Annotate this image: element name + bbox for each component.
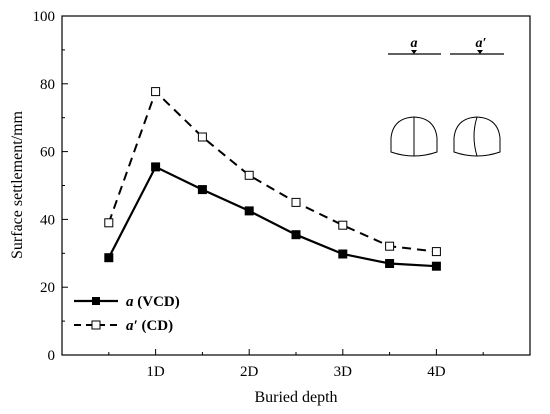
tunnel-section-vcd: [390, 116, 438, 157]
y-tick-label: 0: [48, 348, 56, 364]
monitoring-label-a: a: [411, 36, 418, 51]
y-tick-label: 80: [40, 77, 55, 93]
x-tick-label: 4D: [427, 364, 446, 380]
legend-marker-vcd: [92, 297, 100, 305]
series-layer: [104, 87, 441, 271]
legend: a (VCD) a′ (CD): [74, 294, 180, 334]
data-point-vcd: [104, 253, 114, 263]
data-point-cd: [151, 87, 161, 97]
data-point-vcd: [385, 259, 395, 268]
data-point-cd: [385, 241, 395, 251]
legend-item-cd: a′ (CD): [74, 318, 173, 334]
x-axis: 1D 2D 3D 4D: [108, 349, 484, 380]
y-axis-label: Surface settlement/mm: [9, 110, 26, 259]
data-point-vcd: [244, 206, 254, 216]
y-tick-label: 40: [40, 212, 55, 228]
x-axis-label: Buried depth: [254, 389, 337, 406]
tunnel-wall-cd: [473, 116, 478, 157]
monitoring-label-a-prime: a′: [476, 36, 487, 51]
data-point-vcd: [197, 185, 207, 195]
legend-label-vcd: a (VCD): [126, 294, 180, 310]
data-point-cd: [338, 220, 348, 230]
legend-label-cd: a′ (CD): [126, 318, 173, 334]
series-line-vcd: [107, 165, 437, 268]
y-tick-label: 60: [40, 145, 55, 161]
monitoring-marker-a-prime: [477, 50, 483, 54]
series-line-cd: [107, 89, 437, 253]
y-axis: 0 20 40 60 80 100: [33, 9, 68, 364]
data-point-cd: [104, 218, 114, 228]
data-point-cd: [197, 132, 207, 142]
legend-marker-cd: [91, 320, 101, 330]
tunnel-schematic-inset: a a′: [388, 36, 504, 157]
data-point-vcd: [431, 261, 441, 271]
data-point-cd: [244, 170, 254, 180]
data-point-cd: [291, 197, 301, 207]
tunnel-section-cd: [453, 116, 501, 157]
data-point-vcd: [338, 249, 348, 259]
y-tick-label: 20: [40, 280, 55, 296]
y-tick-label: 100: [33, 9, 56, 25]
monitoring-marker-a: [411, 50, 417, 54]
x-tick-label: 1D: [146, 364, 165, 380]
x-tick-label: 3D: [334, 364, 353, 380]
data-point-vcd: [151, 162, 161, 172]
x-tick-label: 2D: [240, 364, 259, 380]
data-point-vcd: [291, 230, 301, 240]
legend-item-vcd: a (VCD): [74, 294, 180, 310]
data-point-cd: [431, 247, 441, 257]
